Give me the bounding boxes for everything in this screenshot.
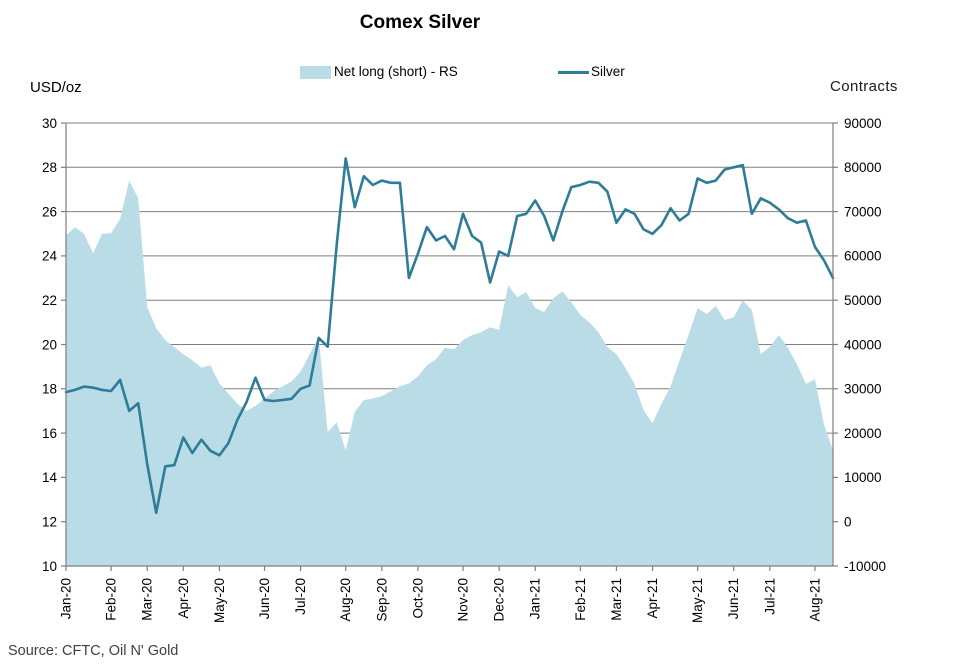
- left-axis-tick-label: 12: [42, 515, 57, 530]
- x-axis-month-label: Oct-20: [410, 578, 425, 619]
- area-legend-label: Net long (short) - RS: [334, 64, 458, 79]
- x-axis-month-label: Jul-20: [293, 578, 308, 615]
- right-axis-tick-label: 10000: [844, 470, 882, 485]
- area-legend-swatch-icon: [300, 66, 331, 79]
- x-axis-month-label: May-20: [212, 578, 227, 623]
- left-axis-tick-label: 14: [42, 470, 58, 485]
- left-axis-tick-label: 26: [42, 204, 57, 219]
- x-axis-month-label: Nov-20: [456, 578, 471, 622]
- x-axis-month-label: Apr-20: [176, 578, 191, 619]
- left-axis-tick-label: 18: [42, 382, 57, 397]
- chart-title: Comex Silver: [359, 12, 481, 33]
- line-legend-label: Silver: [591, 64, 625, 79]
- x-axis-month-label: Jan-20: [59, 578, 74, 619]
- right-axis-tick-label: 20000: [844, 426, 882, 441]
- x-axis-month-label: Mar-20: [140, 578, 155, 621]
- right-axis-tick-label: 50000: [844, 293, 882, 308]
- right-axis-tick-label: 40000: [844, 337, 882, 352]
- left-axis-tick-label: 28: [42, 160, 57, 175]
- x-axis-month-label: Aug-21: [807, 578, 822, 622]
- x-axis-month-label: Sep-20: [374, 578, 389, 622]
- right-axis-tick-label: 30000: [844, 382, 882, 397]
- line-legend-swatch-icon: [558, 71, 589, 74]
- left-axis-tick-label: 22: [42, 293, 57, 308]
- x-axis-month-label: Mar-21: [609, 578, 624, 621]
- left-axis-tick-label: 16: [42, 426, 57, 441]
- silver-line-series: [64, 157, 835, 515]
- net-long-area-series: [66, 180, 833, 566]
- x-axis-month-label: Feb-21: [573, 578, 588, 621]
- x-axis-month-label: May-21: [690, 578, 705, 623]
- right-axis-tick-label: 70000: [844, 204, 882, 219]
- right-axis-tick-label: 0: [844, 515, 852, 530]
- left-axis-title: USD/oz: [30, 79, 82, 96]
- right-axis-tick-label: 80000: [844, 160, 882, 175]
- right-axis-tick-label: -10000: [844, 559, 886, 574]
- left-axis-tick-label: 10: [42, 559, 57, 574]
- right-axis-tick-label: 60000: [844, 249, 882, 264]
- left-axis-tick-label: 30: [42, 116, 57, 131]
- right-axis-title: Contracts: [830, 78, 898, 95]
- x-axis-month-label: Feb-20: [104, 578, 119, 621]
- x-axis-month-label: Apr-21: [645, 578, 660, 619]
- right-axis-tick-label: 90000: [844, 116, 882, 131]
- x-axis-month-label: Jul-21: [762, 578, 777, 615]
- x-axis-month-label: Jun-21: [726, 578, 741, 619]
- left-axis-tick-label: 24: [42, 249, 58, 264]
- left-axis-tick-label: 20: [42, 337, 57, 352]
- source-note: Source: CFTC, Oil N' Gold: [8, 643, 179, 659]
- x-axis-month-label: Dec-20: [492, 578, 507, 622]
- x-axis-month-label: Aug-20: [338, 578, 353, 622]
- x-axis-month-label: Jun-20: [257, 578, 272, 619]
- x-axis-month-label: Jan-21: [528, 578, 543, 619]
